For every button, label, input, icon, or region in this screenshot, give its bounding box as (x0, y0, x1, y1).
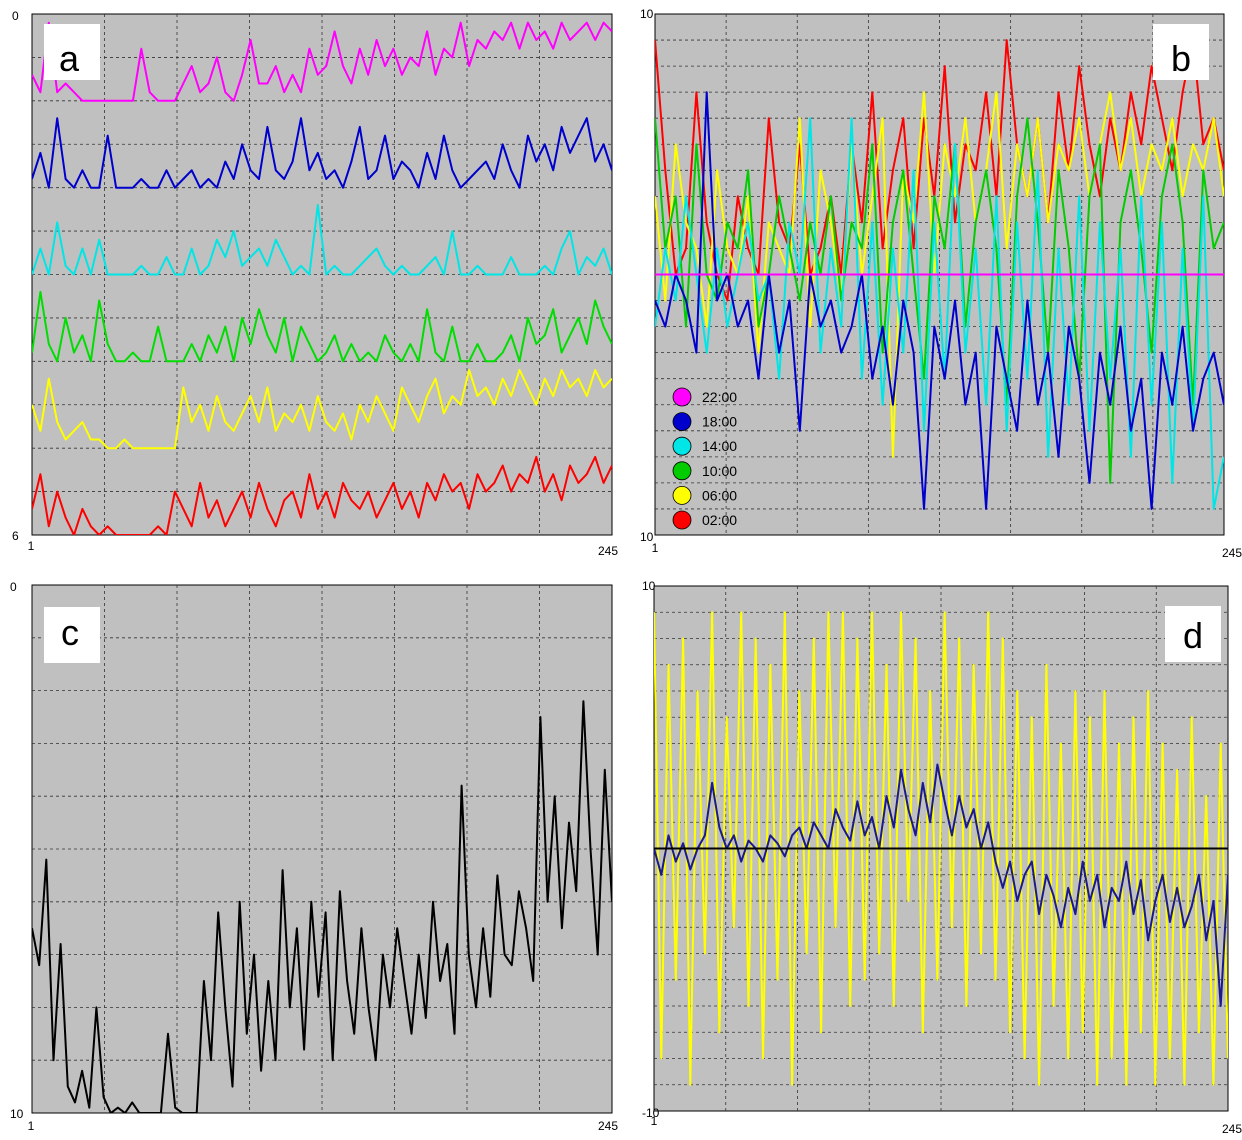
panel-label-box (1165, 606, 1221, 662)
panel-label: b (1153, 24, 1209, 80)
panel-letter: b (1171, 38, 1191, 79)
y-tick-label: 0 (10, 580, 17, 594)
series-group (655, 39, 1224, 510)
panel-a: a 1 245 0 6 (12, 9, 618, 558)
legend-swatch (672, 510, 692, 530)
legend-swatch (672, 436, 692, 456)
panel-c: c 1 245 0 10 (10, 580, 618, 1133)
y-tick-label: -10 (642, 1106, 660, 1120)
series-line-1 (32, 21, 612, 102)
x-tick-label: 1 (652, 541, 659, 555)
series-line-4 (32, 290, 612, 363)
y-tick-label: 10 (640, 530, 654, 544)
x-tick-label: 1 (28, 1119, 35, 1133)
series-line-5 (655, 91, 1224, 510)
x-tick-label: 245 (598, 544, 618, 558)
panel-label-box (44, 607, 100, 663)
series-line-1 (654, 611, 1228, 1086)
series-line-3 (32, 204, 612, 276)
series-line-1 (32, 700, 612, 1113)
series-line-3 (655, 117, 1224, 484)
legend-label: 10:00 (702, 463, 737, 479)
panel-letter: a (59, 38, 80, 79)
x-tick-label: 245 (598, 1119, 618, 1133)
series-line-2 (655, 91, 1224, 458)
y-tick-label: 6 (12, 529, 19, 543)
panel-letter: c (61, 612, 79, 653)
y-tick-label: 10 (10, 1107, 24, 1121)
series-line-5 (32, 369, 612, 450)
x-tick-label: 245 (1222, 1122, 1242, 1135)
panel-label: d (1165, 606, 1221, 662)
panel-d: d 1 245 10 -10 (642, 579, 1242, 1136)
legend: 22:00 18:00 14:00 10:00 06:00 02:00 (672, 387, 737, 530)
legend-label: 06:00 (702, 487, 737, 503)
y-tick-label: 0 (12, 9, 19, 23)
legend-swatch (672, 485, 692, 505)
series-line-1 (655, 39, 1224, 302)
panel-b: b 1 245 10 10 22:00 18:00 14:00 10:00 06:00 02:00 (640, 7, 1242, 560)
legend-label: 18:00 (702, 414, 737, 430)
legend-swatch (672, 412, 692, 432)
series-group (654, 611, 1228, 1086)
grid (32, 585, 612, 1113)
series-line-2 (32, 117, 612, 189)
x-tick-label: 1 (651, 1114, 658, 1128)
legend-swatch (672, 387, 692, 407)
series-line-6 (32, 455, 612, 535)
series-line-2 (654, 763, 1228, 1007)
legend-label: 02:00 (702, 512, 737, 528)
panel-label-box (44, 24, 100, 80)
legend-swatch (672, 461, 692, 481)
x-tick-label: 1 (28, 539, 35, 553)
panel-label-box (1153, 24, 1209, 80)
series-group (32, 21, 612, 535)
panel-label: a (44, 24, 100, 80)
y-tick-label: 10 (642, 579, 656, 593)
panel-letter: d (1183, 615, 1203, 656)
legend-label: 14:00 (702, 438, 737, 454)
legend-label: 22:00 (702, 389, 737, 405)
y-tick-label: 10 (640, 7, 654, 21)
x-tick-label: 245 (1222, 546, 1242, 560)
panel-label: c (44, 607, 100, 663)
series-group (32, 700, 612, 1113)
